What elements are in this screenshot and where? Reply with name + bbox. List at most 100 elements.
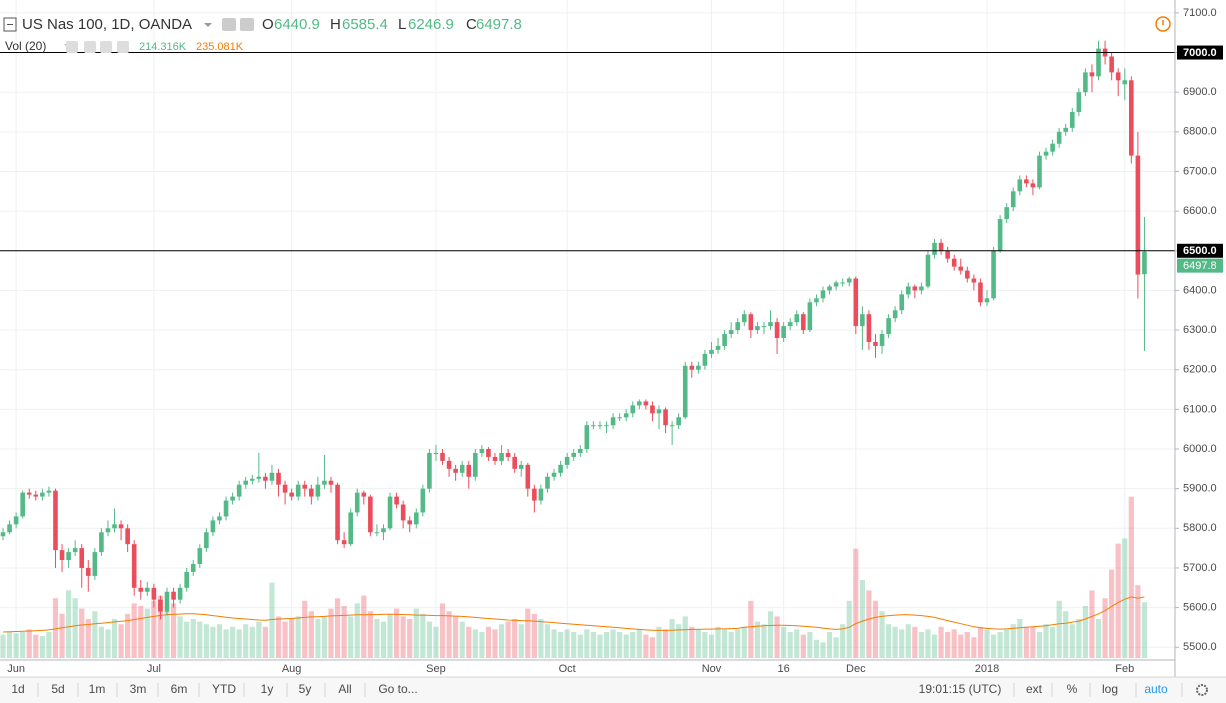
volume-bar bbox=[230, 626, 236, 658]
volume-bar bbox=[597, 634, 603, 658]
range-button[interactable]: 1y bbox=[261, 682, 274, 696]
last-price-label: 6497.8 bbox=[1183, 260, 1217, 272]
candle-body bbox=[177, 587, 183, 600]
scale-option[interactable]: % bbox=[1067, 682, 1078, 696]
candle-body bbox=[328, 480, 334, 485]
candle-body bbox=[210, 520, 216, 533]
range-button[interactable]: 1m bbox=[89, 682, 106, 696]
volume-bar bbox=[853, 548, 859, 658]
candle-body bbox=[40, 492, 45, 497]
range-button[interactable]: All bbox=[338, 682, 351, 696]
candle-body bbox=[768, 322, 773, 327]
scale-option[interactable]: log bbox=[1102, 682, 1118, 696]
candle-body bbox=[722, 334, 727, 346]
candle-body bbox=[637, 401, 642, 406]
candle-body bbox=[473, 452, 478, 477]
volume-bar bbox=[781, 626, 787, 658]
candle-body bbox=[249, 478, 255, 481]
candle-body bbox=[256, 476, 262, 479]
candle-body bbox=[131, 544, 137, 588]
ohlc-value: 6585.4 bbox=[342, 16, 388, 33]
volume-bar bbox=[1122, 538, 1128, 658]
candle-body bbox=[571, 452, 577, 457]
volume-bar bbox=[840, 624, 846, 658]
volume-bar bbox=[899, 629, 905, 658]
range-button[interactable]: 5d bbox=[51, 682, 64, 696]
alert-icon[interactable] bbox=[1155, 16, 1171, 32]
volume-value: 214.316K bbox=[139, 41, 187, 53]
candle-body bbox=[295, 484, 301, 497]
scale-option[interactable]: ext bbox=[1026, 682, 1043, 696]
range-button[interactable]: 3m bbox=[130, 682, 147, 696]
ohlc-key: L bbox=[398, 16, 406, 33]
candle-body bbox=[919, 286, 924, 291]
candle-body bbox=[938, 242, 944, 251]
candle-body bbox=[348, 512, 353, 545]
eye-icon[interactable] bbox=[222, 18, 236, 31]
volume-bar bbox=[662, 629, 669, 658]
volume-bar bbox=[603, 632, 610, 658]
range-button[interactable]: 6m bbox=[171, 682, 188, 696]
range-button[interactable]: YTD bbox=[212, 682, 236, 696]
volume-bar bbox=[52, 598, 59, 658]
candle-body bbox=[827, 286, 832, 291]
candle-body bbox=[958, 266, 964, 271]
candle-body bbox=[564, 456, 570, 465]
candle-body bbox=[1096, 48, 1101, 77]
scale-option[interactable]: auto bbox=[1144, 682, 1168, 696]
vol-more-icon[interactable] bbox=[100, 41, 112, 53]
volume-bar bbox=[1036, 632, 1043, 658]
candle-body bbox=[532, 488, 537, 501]
candle-body bbox=[558, 464, 563, 473]
vol-close-icon[interactable] bbox=[117, 41, 129, 53]
candle-body bbox=[53, 490, 58, 551]
candle-body bbox=[630, 405, 636, 414]
vol-settings-icon[interactable] bbox=[84, 41, 96, 53]
vol-eye-icon[interactable] bbox=[66, 41, 78, 53]
candle-body bbox=[72, 548, 78, 553]
candle-body bbox=[99, 532, 104, 553]
candle-body bbox=[440, 452, 445, 461]
volume-bar bbox=[426, 621, 432, 658]
volume-ma-line bbox=[2, 596, 1145, 633]
volume-bar bbox=[1115, 543, 1121, 658]
volume-bar bbox=[485, 626, 492, 658]
y-tick-label: 6400.0 bbox=[1183, 284, 1217, 296]
volume-bar bbox=[676, 624, 682, 658]
volume-bar bbox=[361, 595, 367, 658]
volume-bar bbox=[125, 613, 131, 658]
volume-bar bbox=[905, 624, 911, 658]
candle-body bbox=[643, 401, 649, 406]
y-tick-label: 6200.0 bbox=[1183, 364, 1217, 376]
volume-bar bbox=[374, 619, 380, 658]
candle-body bbox=[905, 286, 911, 295]
volume-bar bbox=[1076, 619, 1082, 658]
settings-gear[interactable] bbox=[1196, 684, 1208, 696]
candle-body bbox=[1010, 191, 1016, 208]
volume-bar bbox=[6, 632, 13, 658]
candle-body bbox=[66, 552, 71, 561]
candle-body bbox=[138, 587, 144, 592]
candle-body bbox=[761, 326, 767, 328]
range-button[interactable]: 5y bbox=[299, 682, 312, 696]
volume-bar bbox=[1050, 626, 1056, 658]
volume-bar bbox=[879, 611, 885, 658]
candle-body bbox=[171, 591, 176, 600]
volume-bar bbox=[118, 624, 124, 658]
volume-bar bbox=[439, 603, 446, 658]
candle-body bbox=[217, 516, 222, 521]
candle-body bbox=[1142, 251, 1147, 275]
candle-body bbox=[755, 326, 760, 331]
symbol-menu-arrow[interactable] bbox=[204, 23, 212, 27]
settings-icon[interactable] bbox=[240, 18, 254, 31]
volume-bar bbox=[20, 632, 26, 658]
candle-body bbox=[204, 532, 209, 549]
range-button[interactable]: 1d bbox=[11, 682, 24, 696]
last-price-box bbox=[1177, 258, 1223, 273]
candle-body bbox=[374, 532, 380, 534]
candle-body bbox=[899, 294, 905, 311]
goto-button[interactable]: Go to... bbox=[378, 682, 417, 696]
volume-bar bbox=[334, 598, 341, 658]
volume-bar bbox=[590, 632, 596, 658]
collapse-icon[interactable] bbox=[3, 17, 17, 32]
